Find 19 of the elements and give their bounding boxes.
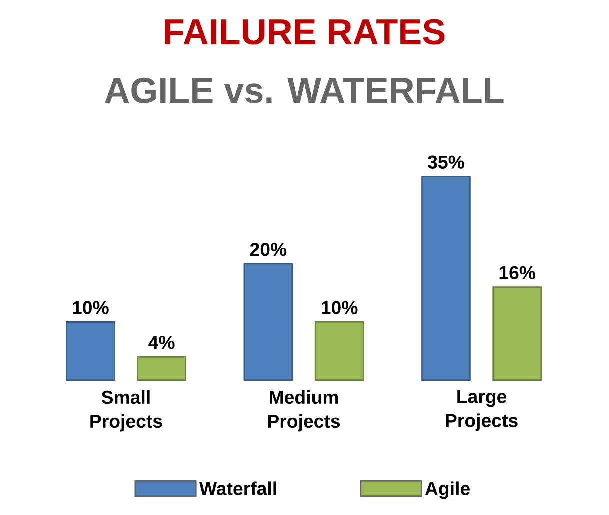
chart-subtitle: AGILE vs. WATERFALL xyxy=(105,78,504,104)
data-label: 4% xyxy=(148,336,175,350)
bar xyxy=(314,322,364,382)
legend-label: Agile xyxy=(425,482,470,500)
data-label: 10% xyxy=(322,301,358,314)
bar xyxy=(137,356,186,382)
bar xyxy=(492,286,542,382)
bar xyxy=(66,322,116,382)
legend-label: Waterfall xyxy=(199,482,276,496)
data-label: 35% xyxy=(428,156,464,169)
chart-title: FAILURE RATES xyxy=(165,19,445,45)
data-label: 20% xyxy=(250,243,287,256)
x-tick-label: Large Projects xyxy=(446,390,518,432)
data-label: 10% xyxy=(73,301,109,314)
data-label: 16% xyxy=(500,266,536,280)
bar xyxy=(244,263,294,382)
bar xyxy=(422,176,471,382)
x-tick-label: Small Projects xyxy=(90,390,162,432)
x-tick-label: Medium Projects xyxy=(268,390,340,432)
